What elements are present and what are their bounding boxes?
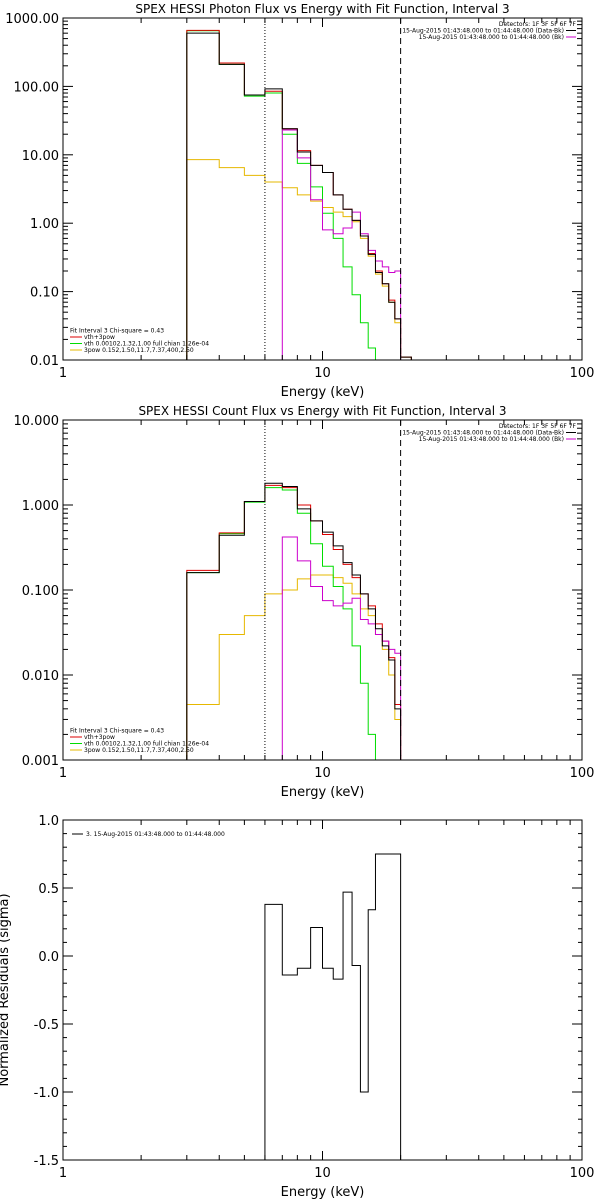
- legend-entry: 15-Aug-2015 01:43:48.000 to 01:44:48.000…: [419, 34, 564, 41]
- y-tick-label: 1.0: [38, 814, 59, 829]
- series-bk: [264, 536, 412, 760]
- chart-title: SPEX HESSI Photon Flux vs Energy with Fi…: [135, 2, 509, 16]
- y-tick-label: 100.00: [14, 80, 60, 95]
- y-tick-label: 0.10: [30, 286, 59, 301]
- legend-entry: Fit Interval 3 Chi-square = 0.43: [70, 328, 164, 335]
- legend-entry: Detectors: 1F 3F 5F 6F 7F: [499, 21, 577, 28]
- x-tick-label: 100: [570, 1166, 595, 1181]
- legend-bottom-left: Fit Interval 3 Chi-square = 0.43vth+3pow…: [70, 728, 209, 754]
- series-bk: [264, 129, 412, 360]
- y-tick-label: 0.010: [22, 669, 59, 684]
- x-tick-label: 10: [314, 766, 331, 781]
- y-tick-label: 0.0: [38, 950, 59, 965]
- y-tick-label: 0.5: [38, 882, 59, 897]
- y-tick-label: 1.00: [30, 217, 59, 232]
- series-total: [186, 32, 422, 360]
- y-tick-label: -1.5: [34, 1154, 59, 1169]
- legend-bottom-left: Fit Interval 3 Chi-square = 0.43vth+3pow…: [70, 328, 209, 354]
- legend-entry: 3pow 0.152,1.50,11.7,7.37,400,2.50: [84, 347, 194, 354]
- x-tick-label: 100: [570, 366, 595, 381]
- chart-panel-1: SPEX HESSI Photon Flux vs Energy with Fi…: [5, 2, 594, 400]
- series-total: [186, 482, 422, 760]
- x-axis-label: Energy (keV): [281, 385, 365, 400]
- y-tick-label: 0.100: [22, 584, 59, 599]
- chart-title: SPEX HESSI Count Flux vs Energy with Fit…: [138, 404, 506, 418]
- y-tick-label: 0.01: [30, 354, 59, 369]
- series-group: [264, 853, 402, 1160]
- x-axis-label: Energy (keV): [281, 785, 365, 800]
- legend-residual: 3. 15-Aug-2015 01:43:48.000 to 01:44:48.…: [72, 831, 225, 838]
- y-tick-label: 0.001: [22, 754, 59, 769]
- legend-entry: Detectors: 1F 3F 5F 6F 7F: [499, 423, 577, 430]
- series-group: [186, 482, 422, 760]
- x-tick-label: 1: [59, 766, 67, 781]
- legend-entry: 15-Aug-2015 01:43:48.000 to 01:44:48.000…: [419, 436, 564, 443]
- chart-panel-3: 1 10 100 -1.5 -1.0 -0.5 0.0 0.5 1.0 Energy (keV) N…: [0, 814, 594, 1200]
- y-tick-label: -1.0: [34, 1086, 59, 1101]
- x-tick-label: 1: [59, 366, 67, 381]
- y-tick-label: 10.00: [22, 149, 59, 164]
- legend-entry: 15-Aug-2015 01:43:48.000 to 01:44:48.000…: [402, 430, 564, 437]
- y-tick-label: 1000.00: [5, 12, 59, 27]
- series-vth: [186, 30, 422, 360]
- y-axis-label: Normalized Residuals (sigma): [0, 893, 12, 1086]
- legend-entry: 3pow 0.152,1.50,11.7,7.37,400,2.50: [84, 747, 194, 754]
- x-axis-label: Energy (keV): [281, 1185, 365, 1200]
- x-tick-label: 1: [59, 1166, 67, 1181]
- series-group: [186, 29, 422, 360]
- legend-entry: vth 0.00102,1.32,1.00 full chian 1.26e-0…: [84, 741, 209, 748]
- chart-panel-2: SPEX HESSI Count Flux vs Energy with Fit…: [14, 404, 595, 800]
- series-3pow: [186, 159, 422, 360]
- x-tick-label: 100: [570, 766, 595, 781]
- series-vth_plus_3pow: [186, 484, 422, 760]
- legend-entry: 15-Aug-2015 01:43:48.000 to 01:44:48.000…: [402, 28, 564, 35]
- y-tick-label: 10.000: [14, 414, 60, 429]
- legend-entry: Fit Interval 3 Chi-square = 0.43: [70, 728, 164, 735]
- y-tick-label: -0.5: [34, 1018, 59, 1033]
- legend-entry: vth+3pow: [84, 334, 115, 341]
- legend-entry: vth+3pow: [84, 734, 115, 741]
- series-3pow: [186, 574, 422, 760]
- series-total: [264, 853, 402, 1160]
- x-tick-label: 10: [314, 366, 331, 381]
- x-tick-label: 10: [314, 1166, 331, 1181]
- series-vth: [186, 487, 422, 760]
- legend-entry: 3. 15-Aug-2015 01:43:48.000 to 01:44:48.…: [86, 831, 225, 838]
- legend-entry: vth 0.00102,1.32,1.00 full chian 1.26e-0…: [84, 341, 209, 348]
- plot-frame: [62, 819, 583, 1161]
- y-tick-label: 1.000: [22, 499, 59, 514]
